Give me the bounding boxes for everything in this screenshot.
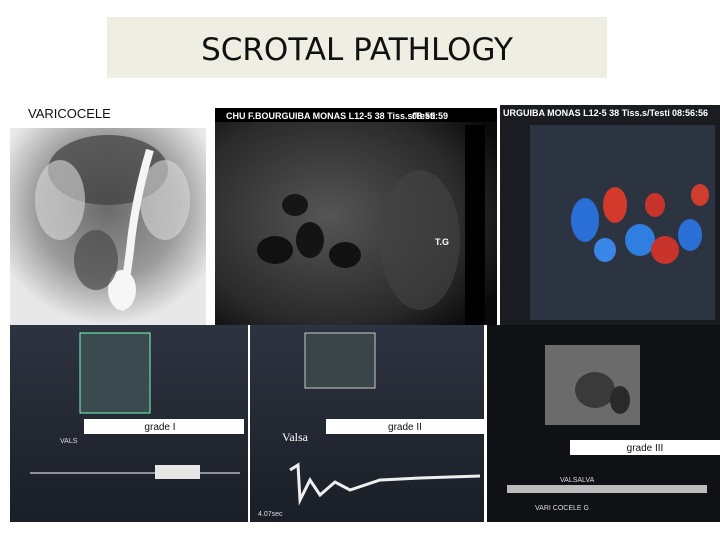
caption-box bbox=[326, 419, 484, 434]
title-box bbox=[107, 17, 607, 78]
duration: 4.07sec bbox=[258, 511, 283, 518]
panel-header: CHU F.BOURGUIBA MONAS L12-5 38 Tiss.s/Te… bbox=[226, 111, 435, 121]
spectral-doppler-3 bbox=[487, 325, 720, 522]
panel-time: 08:59:59 bbox=[412, 111, 448, 121]
trace-label: VALS bbox=[60, 438, 78, 445]
trace-label: Valsa bbox=[282, 430, 309, 444]
section-label: VARICOCELE bbox=[28, 106, 111, 121]
panel-header: URGUIBA MONAS L12-5 38 Tiss.s/Testi bbox=[503, 108, 670, 118]
ultrasound-image bbox=[215, 108, 497, 325]
trace-label: VALSALVA bbox=[560, 477, 595, 484]
caption: grade I bbox=[144, 422, 175, 433]
slide-title: SCROTAL PATHLOGY bbox=[201, 32, 513, 68]
panel-marker: T.G bbox=[435, 237, 449, 247]
xray-image bbox=[10, 128, 206, 325]
color-doppler-image bbox=[500, 105, 720, 325]
caption: grade III bbox=[627, 443, 664, 454]
caption: grade II bbox=[388, 422, 422, 433]
footer-label: VARI COCELE G bbox=[535, 505, 589, 512]
panel-time: 08:56:56 bbox=[672, 108, 708, 118]
caption-box bbox=[570, 440, 720, 455]
caption-box bbox=[84, 419, 244, 434]
